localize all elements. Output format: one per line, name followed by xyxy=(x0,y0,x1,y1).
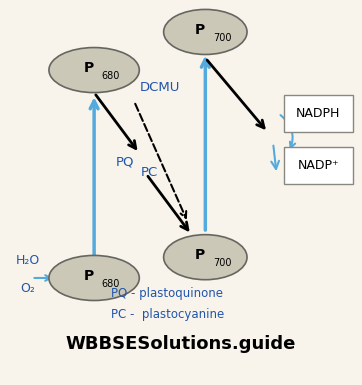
Text: PC: PC xyxy=(141,166,158,179)
Ellipse shape xyxy=(164,234,247,280)
Text: DCMU: DCMU xyxy=(139,81,180,94)
Text: O₂: O₂ xyxy=(21,282,35,295)
Ellipse shape xyxy=(49,48,139,93)
Text: P: P xyxy=(195,248,205,263)
Text: NADPH: NADPH xyxy=(296,107,340,120)
Text: NADP⁺: NADP⁺ xyxy=(298,159,339,172)
Text: 680: 680 xyxy=(102,279,120,289)
Text: PQ - plastoquinone: PQ - plastoquinone xyxy=(111,287,223,300)
Text: P: P xyxy=(84,269,94,283)
Text: 700: 700 xyxy=(213,33,231,43)
Text: P: P xyxy=(195,23,205,37)
Text: P: P xyxy=(84,61,94,75)
FancyBboxPatch shape xyxy=(283,147,353,184)
Ellipse shape xyxy=(164,10,247,55)
FancyBboxPatch shape xyxy=(283,95,353,132)
Text: H₂O: H₂O xyxy=(16,254,40,267)
Ellipse shape xyxy=(49,256,139,300)
Text: 680: 680 xyxy=(102,71,120,81)
Text: WBBSESolutions.guide: WBBSESolutions.guide xyxy=(66,335,296,353)
Text: PQ: PQ xyxy=(115,156,134,168)
Text: 700: 700 xyxy=(213,258,231,268)
Text: PC -  plastocyanine: PC - plastocyanine xyxy=(111,308,225,321)
